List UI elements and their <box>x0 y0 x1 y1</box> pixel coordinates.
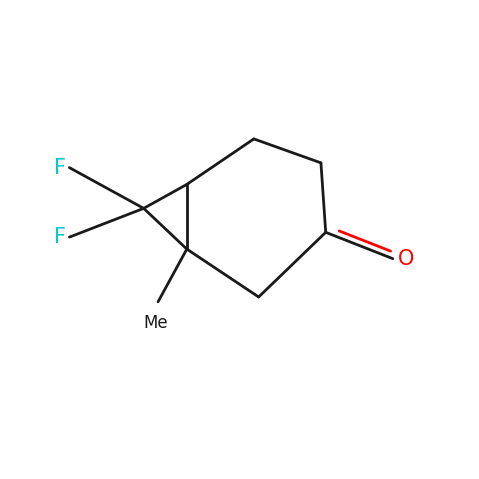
Text: F: F <box>54 227 66 247</box>
Text: F: F <box>54 158 66 178</box>
Text: O: O <box>398 249 414 269</box>
Text: Me: Me <box>143 314 168 332</box>
